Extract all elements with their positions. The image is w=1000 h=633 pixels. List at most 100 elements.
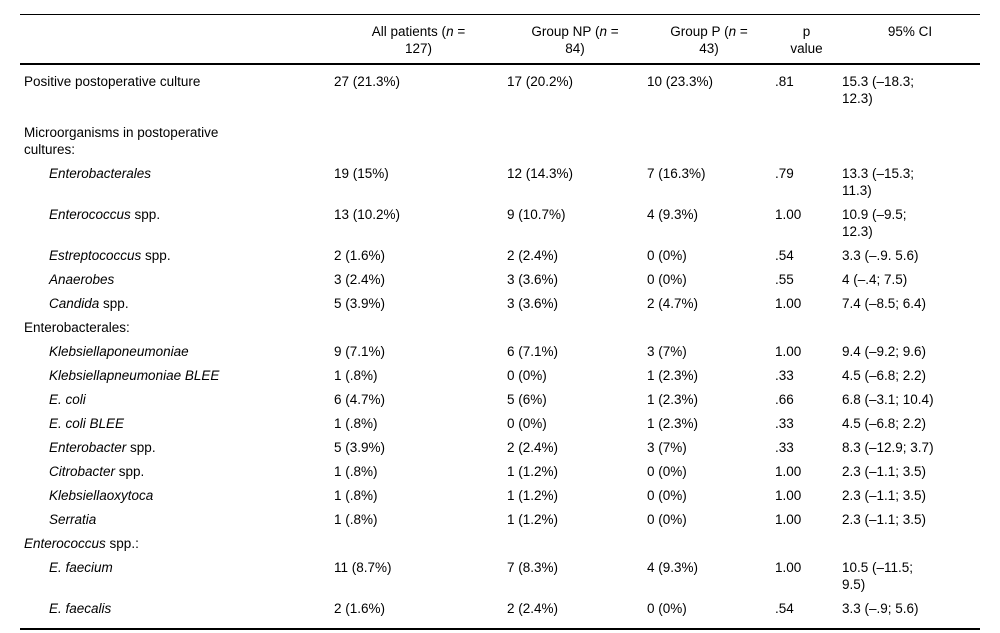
table-row: E. coli 6 (4.7%) 5 (6%) 1 (2.3%) .66 6.8… [20,388,980,412]
cell-p-value: .33 [775,368,794,383]
cell-group-p: 10 (23.3%) [647,74,714,89]
cell-group-np: 7 (8.3%) [507,560,559,575]
header-row: All patients (n = 127) Group NP (n = 84)… [20,14,980,65]
table-row: E. coli BLEE 1 (.8%) 0 (0%) 1 (2.3%) .33… [20,412,980,436]
cell-group-np: 2 (2.4%) [507,440,559,455]
row-label-italic: Serratia [49,512,97,527]
cell-all-patients: 2 (1.6%) [334,248,386,263]
cell-95ci: 3.3 (–.9; 5.6) [842,601,919,616]
table-row: E. faecium 11 (8.7%) 7 (8.3%) 4 (9.3%) 1… [20,556,980,597]
cell-group-p: 0 (0%) [647,248,687,263]
row-label-italic: Enterobacter [49,440,127,455]
row-label: Klebsiellaoxytoca [20,484,332,508]
row-label-italic: Klebsiellapneumoniae BLEE [49,368,220,383]
cell-all-patients: 1 (.8%) [334,488,378,503]
row-label: Enterobacter spp. [20,436,332,460]
cell-all-patients: 3 (2.4%) [334,272,386,287]
cell-p-value: .33 [775,416,794,431]
row-label-italic: Enterococcus [24,536,106,551]
table-row: Enterobacterales: [20,316,980,340]
cell-95ci: 7.4 (–8.5; 6.4) [842,296,927,311]
row-label: Estreptococcus spp. [20,244,332,268]
cell-all-patients: 5 (3.9%) [334,296,386,311]
cell-group-np: 2 (2.4%) [507,248,559,263]
row-label: Citrobacter spp. [20,460,332,484]
cell-group-p: 1 (2.3%) [647,416,699,431]
row-label: Serratia [20,508,332,532]
row-label-regular: spp. [141,248,171,263]
row-label-regular: spp. [126,440,156,455]
row-label: E. coli [20,388,332,412]
cell-all-patients: 11 (8.7%) [334,560,392,575]
row-label: E. faecalis [20,597,332,629]
row-label-regular: Positive postoperative culture [24,74,201,89]
cell-95ci: 2.3 (–1.1; 3.5) [842,464,927,479]
row-label: Klebsiellapneumoniae BLEE [20,364,332,388]
row-label: Anaerobes [20,268,332,292]
cell-95ci: 9.4 (–9.2; 9.6) [842,344,927,359]
cell-group-p [645,316,773,340]
row-label: Enterococcus spp.: [20,532,332,556]
cell-all-patients: 6 (4.7%) [334,392,386,407]
header-text: = 127) [404,24,466,56]
table-row: Microorganisms in postoperative cultures… [20,121,980,162]
cell-group-np: 17 (20.2%) [507,74,574,89]
cell-group-p: 0 (0%) [647,601,687,616]
row-label: Klebsiellaponeumoniae [20,340,332,364]
row-label: Microorganisms in postoperative cultures… [20,121,332,162]
cell-group-np: 3 (3.6%) [507,272,559,287]
header-text: = 84) [565,24,619,56]
cell-group-p [645,532,773,556]
header-text: All patients ( [371,24,447,39]
cell-group-p: 1 (2.3%) [647,392,699,407]
row-label-italic: E. faecium [49,560,113,575]
row-label-italic: Citrobacter [49,464,116,479]
cell-group-np: 6 (7.1%) [507,344,559,359]
cell-95ci: 2.3 (–1.1; 3.5) [842,512,927,527]
row-label: Positive postoperative culture [20,64,332,121]
column-header-group-p: Group P (n = 43) [645,14,773,65]
cell-group-p: 0 (0%) [647,488,687,503]
cell-p-value: 1.00 [775,560,802,575]
header-n-italic: n [728,24,737,39]
cell-group-np: 9 (10.7%) [507,207,566,222]
header-n-italic: n [599,24,607,39]
postoperative-culture-results-table: All patients (n = 127) Group NP (n = 84)… [20,14,980,630]
table-row: Enterococcus spp. 13 (10.2%) 9 (10.7%) 4… [20,203,980,244]
cell-group-np: 1 (1.2%) [507,512,559,527]
row-label: Enterobacterales [20,162,332,203]
cell-p-value: .79 [775,166,794,181]
cell-p-value: .33 [775,440,794,455]
row-label-italic: Klebsiellaoxytoca [49,488,154,503]
row-label-italic: Enterococcus [49,207,131,222]
column-header-all-patients: All patients (n = 127) [332,14,505,65]
row-label: Candida spp. [20,292,332,316]
row-label-italic: Enterobacterales [49,166,152,181]
cell-all-patients: 5 (3.9%) [334,440,386,455]
cell-all-patients: 13 (10.2%) [334,207,401,222]
cell-95ci [840,532,980,556]
row-label-regular: spp. [99,296,129,311]
table-row: Anaerobes 3 (2.4%) 3 (3.6%) 0 (0%) .55 4… [20,268,980,292]
cell-p-value: 1.00 [775,344,802,359]
row-label: Enterococcus spp. [20,203,332,244]
cell-all-patients: 1 (.8%) [334,512,378,527]
cell-95ci: 3.3 (–.9. 5.6) [842,248,919,263]
cell-group-p: 3 (7%) [647,344,687,359]
cell-group-np: 1 (1.2%) [507,488,559,503]
cell-group-np: 2 (2.4%) [507,601,559,616]
cell-group-p: 4 (9.3%) [647,560,699,575]
cell-group-p: 1 (2.3%) [647,368,699,383]
cell-95ci [840,316,980,340]
row-label-italic: E. coli BLEE [49,416,125,431]
cell-p-value: 1.00 [775,512,802,527]
column-header-p-value: p value [773,14,840,65]
table-row: Klebsiellaponeumoniae 9 (7.1%) 6 (7.1%) … [20,340,980,364]
cell-p-value: .66 [775,392,794,407]
table-row: Klebsiellapneumoniae BLEE 1 (.8%) 0 (0%)… [20,364,980,388]
cell-95ci: 15.3 (–18.3; 12.3) [842,74,915,106]
cell-group-np: 3 (3.6%) [507,296,559,311]
cell-group-np: 0 (0%) [507,368,547,383]
cell-all-patients: 9 (7.1%) [334,344,386,359]
